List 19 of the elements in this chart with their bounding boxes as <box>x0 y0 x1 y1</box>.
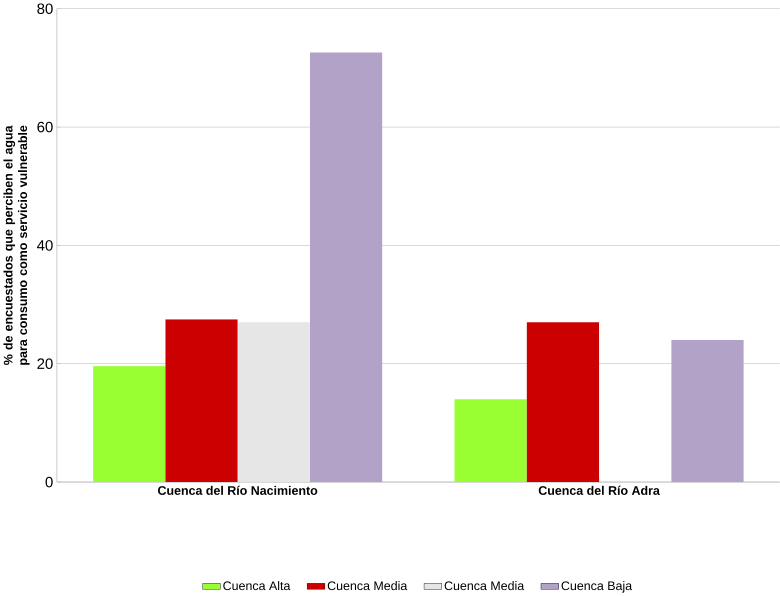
x-tick-label: Cuenca del Río Nacimiento <box>158 486 318 496</box>
y-tick-label: 0 <box>46 476 53 488</box>
legend-label: Cuenca Media <box>444 581 524 590</box>
y-tick-label: 80 <box>37 4 53 14</box>
legend-label: Cuenca Alta <box>223 581 290 590</box>
y-axis-title: % de encuestados que perciben el agua para consumo como servicio vulnerable <box>3 126 30 366</box>
bar <box>238 322 310 482</box>
bar <box>310 52 382 482</box>
y-tick-label: 60 <box>37 122 53 132</box>
x-tick-label: Cuenca del Río Adra <box>538 486 660 496</box>
legend-label: Cuenca Baja <box>562 581 632 593</box>
bar <box>454 399 527 482</box>
bar <box>93 366 166 482</box>
bar <box>165 319 238 482</box>
y-tick-label: 20 <box>37 358 53 370</box>
legend-label: Cuenca Media <box>328 581 408 590</box>
y-tick-label: 40 <box>37 240 53 251</box>
bar <box>526 322 600 482</box>
bar <box>671 340 744 482</box>
